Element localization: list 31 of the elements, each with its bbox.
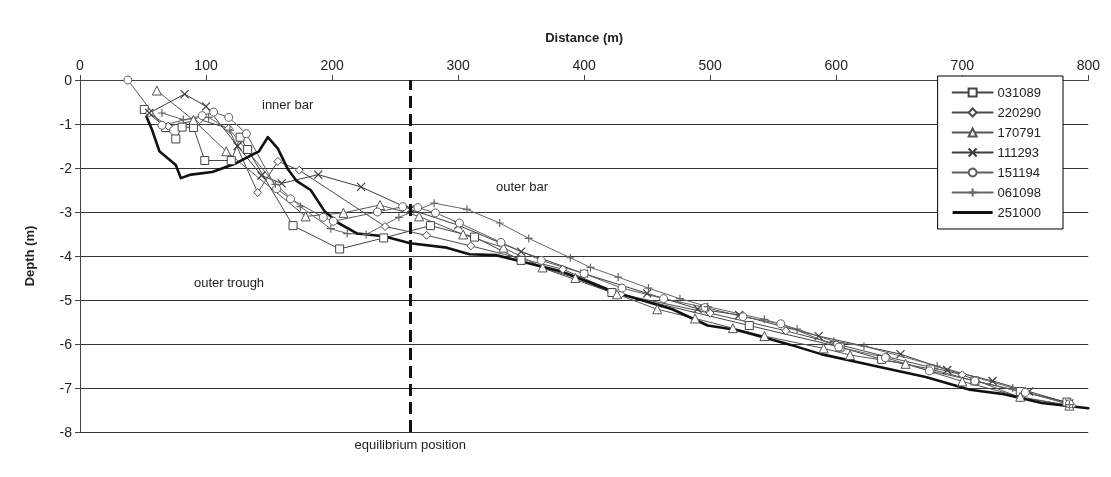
annotation: outer bar (496, 179, 549, 194)
y-tick-label: -6 (59, 336, 73, 352)
x-tick-label: 700 (950, 57, 975, 73)
legend-label: 031089 (997, 85, 1042, 100)
y-tick-label: -7 (59, 380, 73, 396)
y-tick-label: -2 (59, 160, 73, 176)
legend-label: 111293 (997, 145, 1040, 160)
x-tick-label: 600 (824, 57, 849, 73)
annotation: outer trough (194, 275, 265, 290)
x-tick-label: 300 (446, 57, 471, 73)
y-tick-label: -3 (59, 204, 73, 220)
legend-label: 061098 (997, 185, 1042, 200)
annotation: inner bar (262, 97, 314, 112)
legend-label: 251000 (997, 205, 1042, 220)
y-tick-label: -5 (59, 292, 73, 308)
x-tick-label: 800 (1076, 57, 1101, 73)
y-tick-label: -1 (59, 116, 73, 132)
legend-label: 151194 (997, 165, 1041, 180)
x-tick-label: 0 (76, 57, 85, 73)
x-tick-label: 100 (194, 57, 218, 73)
y-tick-label: 0 (64, 72, 73, 88)
y-tick-label: -8 (59, 424, 73, 440)
x-tick-label: 400 (572, 57, 597, 73)
legend-label: 170791 (997, 125, 1042, 140)
legend-label: 220290 (997, 105, 1042, 120)
x-tick-label: 500 (698, 57, 723, 73)
y-tick-label: -4 (59, 248, 73, 264)
y-axis-title: Depth (m) (22, 225, 37, 287)
x-tick-label: 200 (320, 57, 344, 73)
ref-line-label: equilibrium position (354, 437, 466, 452)
x-axis-title: Distance (m) (545, 30, 624, 45)
